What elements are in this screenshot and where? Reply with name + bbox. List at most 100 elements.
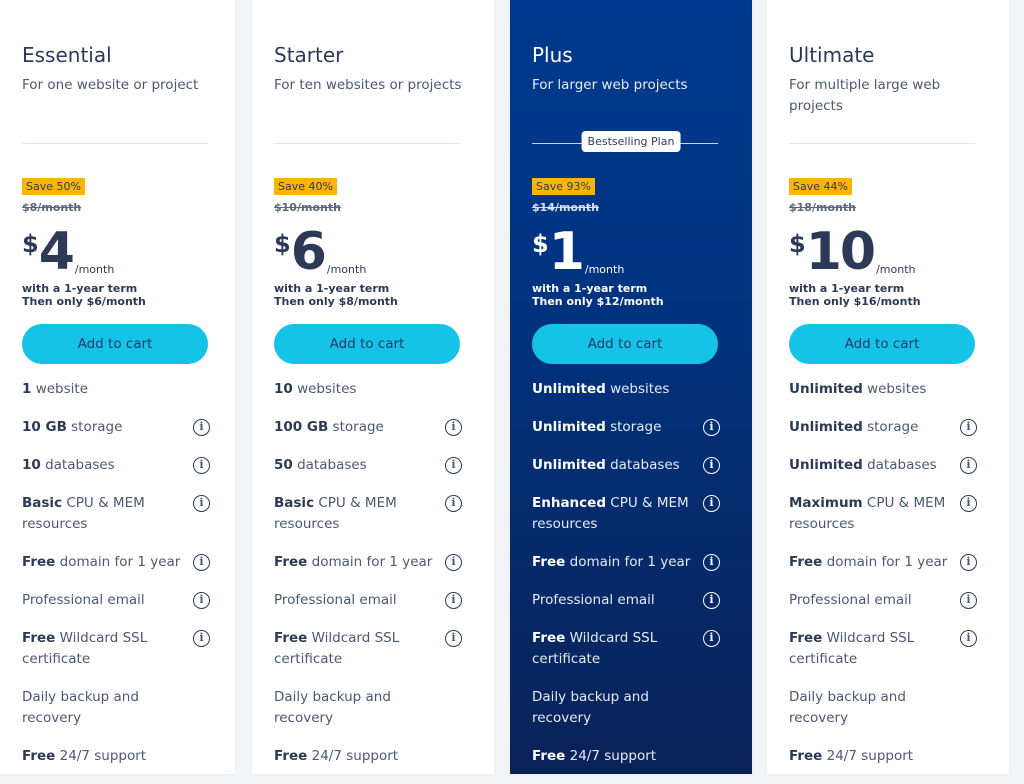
info-icon[interactable]: i [445,457,462,474]
add-to-cart-button[interactable]: Add to cart [789,324,975,364]
feature-item: Free 24/7 support [532,746,722,767]
feature-text: storage [862,419,919,435]
price-amount: 1 [548,222,585,282]
feature-item: Free domain for 1 year i [274,552,464,573]
feature-item: Professional email i [274,590,464,611]
feature-item: Free domain for 1 year i [789,552,979,573]
feature-text: Daily backup and recovery [274,689,391,726]
info-icon[interactable]: i [445,554,462,571]
feature-text: websites [862,381,927,397]
feature-item: 10 websites [274,379,464,400]
info-icon[interactable]: i [445,592,462,609]
feature-highlight: Basic [274,495,315,511]
original-price: $10/month [274,201,341,214]
feature-text: websites [605,381,670,397]
save-badge: Save 44% [789,178,852,195]
feature-item: Daily backup and recovery [789,687,979,729]
price-period: /month [584,263,625,276]
feature-item: Maximum CPU & MEM resources i [789,493,979,535]
feature-highlight: 100 GB [274,419,329,435]
info-icon[interactable]: i [193,419,210,436]
feature-text: databases [605,457,680,473]
info-icon[interactable]: i [703,630,720,647]
info-icon[interactable]: i [960,554,977,571]
info-icon[interactable]: i [960,495,977,512]
feature-text: Wildcard SSL certificate [532,630,658,667]
info-icon[interactable]: i [703,419,720,436]
info-icon[interactable]: i [193,630,210,647]
info-icon[interactable]: i [703,495,720,512]
currency-symbol: $ [274,230,291,258]
save-badge: Save 40% [274,178,337,195]
feature-item: Professional email i [22,590,212,611]
add-to-cart-button[interactable]: Add to cart [22,324,208,364]
feature-highlight: Unlimited [532,381,606,397]
plan-card-plus: Plus For larger web projects Bestselling P… [510,0,752,774]
feature-item: Free Wildcard SSL certificate i [274,628,464,670]
feature-list: Unlimited websites Unlimited storage i Unli… [789,379,979,784]
plan-description: For larger web projects [532,77,688,93]
info-icon[interactable]: i [193,554,210,571]
info-icon[interactable]: i [703,592,720,609]
info-icon[interactable]: i [193,457,210,474]
add-to-cart-button[interactable]: Add to cart [274,324,460,364]
info-icon[interactable]: i [193,592,210,609]
feature-text: storage [66,419,123,435]
feature-item: Free 24/7 support [274,746,464,767]
feature-item: Free 24/7 support [789,746,979,767]
info-icon[interactable]: i [445,495,462,512]
feature-item: Free Wildcard SSL certificate i [22,628,212,670]
term-length: with a 1-year term [789,282,905,295]
info-icon[interactable]: i [703,554,720,571]
feature-list: 1 website 10 GB storage i 10 databases i Basi… [22,379,212,784]
info-icon[interactable]: i [193,495,210,512]
feature-highlight: Free [22,748,56,764]
price-period: /month [74,263,115,276]
term-info: with a 1-year term Then only $12/month [532,282,664,308]
term-info: with a 1-year term Then only $8/month [274,282,398,308]
renewal-price: Then only $6/month [22,295,146,308]
info-icon[interactable]: i [703,457,720,474]
feature-text: domain for 1 year [55,554,181,570]
feature-text: Professional email [22,592,145,608]
feature-text: domain for 1 year [307,554,433,570]
info-icon[interactable]: i [445,630,462,647]
feature-text: 24/7 support [822,748,914,764]
price-amount: 4 [38,222,75,282]
feature-item: Daily backup and recovery [532,687,722,729]
feature-highlight: Unlimited [532,457,606,473]
feature-highlight: Free [274,630,308,646]
info-icon[interactable]: i [960,630,977,647]
feature-text: Wildcard SSL certificate [22,630,148,667]
feature-highlight: Free [22,554,56,570]
renewal-price: Then only $8/month [274,295,398,308]
feature-item: Unlimited websites [789,379,979,400]
feature-text: databases [292,457,367,473]
feature-highlight: Free [274,554,308,570]
feature-highlight: 10 [274,381,293,397]
info-icon[interactable]: i [960,592,977,609]
price-period: /month [876,263,916,276]
plan-description: For ten websites or projects [274,77,462,93]
feature-highlight: Unlimited [789,457,863,473]
term-length: with a 1-year term [274,282,390,295]
currency-symbol: $ [22,230,39,258]
feature-item: Professional email i [532,590,722,611]
original-price: $8/month [22,201,82,214]
feature-item: Daily backup and recovery [22,687,212,729]
info-icon[interactable]: i [960,457,977,474]
feature-highlight: Free [532,554,566,570]
feature-list: Unlimited websites Unlimited storage i Unli… [532,379,722,784]
feature-text: databases [40,457,115,473]
feature-highlight: Free [274,748,308,764]
feature-highlight: 10 GB [22,419,67,435]
feature-item: Unlimited storage i [789,417,979,438]
add-to-cart-button[interactable]: Add to cart [532,324,718,364]
feature-highlight: Free [22,630,56,646]
term-info: with a 1-year term Then only $6/month [22,282,146,308]
info-icon[interactable]: i [445,419,462,436]
renewal-price: Then only $12/month [532,295,664,308]
feature-text: Daily backup and recovery [532,689,649,726]
info-icon[interactable]: i [960,419,977,436]
feature-item: Enhanced CPU & MEM resources i [532,493,722,535]
